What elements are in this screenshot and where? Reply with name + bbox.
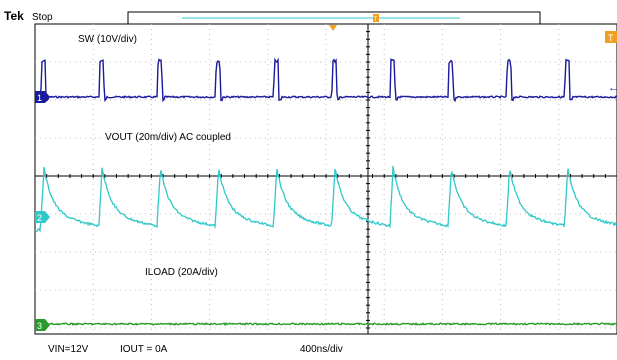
- traces: [34, 57, 617, 327]
- timebase-label: 400ns/div: [300, 344, 343, 355]
- ch2-vout-trace: [34, 165, 617, 233]
- ch1-offscreen-arrow-icon: ←: [608, 82, 617, 94]
- svg-text:2: 2: [37, 213, 42, 223]
- svg-text:T: T: [608, 33, 614, 43]
- ch1-sw-trace: [34, 57, 617, 103]
- ch1-marker: 1: [35, 91, 50, 103]
- sw-annotation: SW (10V/div): [78, 34, 137, 45]
- ch2-marker: 2: [35, 211, 50, 223]
- grid: [34, 23, 617, 334]
- record-trigger-marker: [373, 14, 379, 22]
- plot-area: [34, 23, 617, 335]
- brand-label: Tek: [4, 9, 24, 23]
- ch3-iload-trace: [34, 321, 617, 327]
- vout-annotation: VOUT (20m/div) AC coupled: [105, 132, 231, 143]
- run-state-label: Stop: [32, 12, 53, 23]
- ch3-marker: 3: [35, 319, 50, 331]
- trigger-position-marker: [329, 25, 337, 31]
- svg-text:3: 3: [37, 321, 42, 331]
- vin-label: VIN=12V: [48, 344, 89, 355]
- svg-text:1: 1: [37, 93, 42, 103]
- iout-label: IOUT = 0A: [120, 344, 168, 355]
- trigger-level-marker: T: [605, 31, 617, 43]
- iload-annotation: ILOAD (20A/div): [145, 267, 218, 278]
- record-trigger-label: T: [374, 17, 378, 23]
